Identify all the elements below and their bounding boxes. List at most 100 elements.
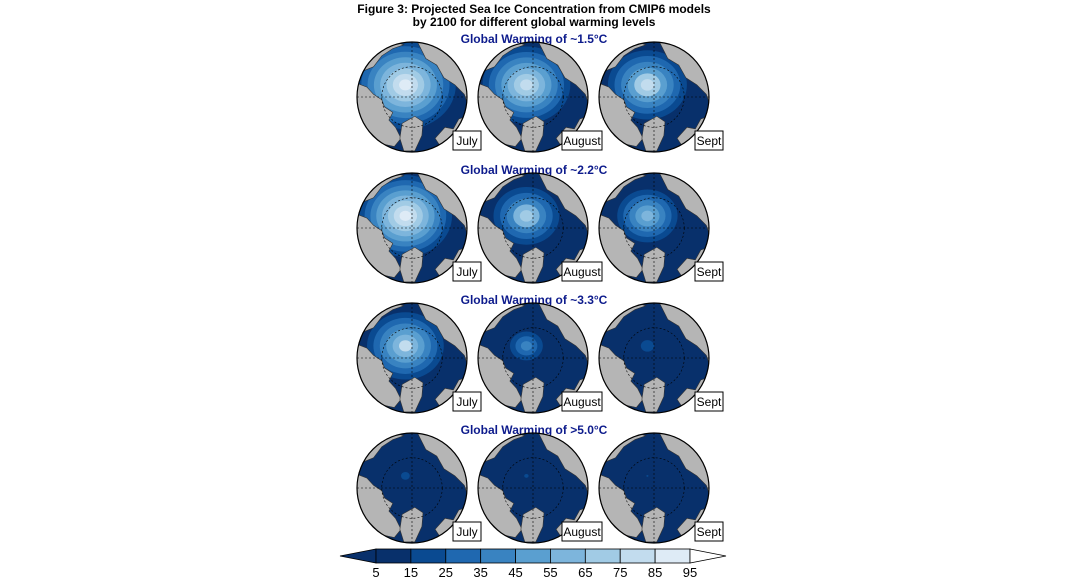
map-panel-1-2: August <box>477 41 603 153</box>
map-outline <box>356 41 468 153</box>
map-outline <box>477 432 589 544</box>
map-panel-4-2: August <box>477 432 603 544</box>
colorbar-tick-label: 35 <box>473 565 487 580</box>
month-label: Sept <box>697 395 722 409</box>
ice-band <box>399 79 412 91</box>
ice-band <box>520 79 533 91</box>
colorbar-extend-low <box>339 548 377 564</box>
land-mass <box>641 376 666 413</box>
row-title-1: Global Warming of ~1.5°C <box>460 32 608 46</box>
map-panel-3-2: August <box>477 302 603 414</box>
map-panel-2-2: August <box>477 172 603 284</box>
graticule-circle <box>623 66 685 128</box>
map-panel-4-3: Sept <box>598 432 724 544</box>
ice-band <box>640 340 654 352</box>
figure-title-line2: by 2100 for different global warming lev… <box>412 15 656 29</box>
land-mass <box>399 376 424 413</box>
ice-band <box>399 210 412 222</box>
month-label-box <box>694 391 724 412</box>
colorbar-tick-label: 65 <box>578 565 592 580</box>
land-mass <box>520 506 545 543</box>
map-panel-1-1: July <box>356 41 482 153</box>
month-label-box <box>452 261 482 282</box>
graticule-circle <box>623 327 685 389</box>
row-title-2: Global Warming of ~2.2°C <box>460 163 608 177</box>
month-label-box <box>452 130 482 151</box>
figure-title: Figure 3: Projected Sea Ice Concentratio… <box>0 3 1068 29</box>
month-label: Sept <box>697 525 722 539</box>
month-label-box <box>561 130 603 151</box>
month-label-box <box>561 521 603 542</box>
ice-band <box>398 340 412 352</box>
colorbar-box <box>410 548 447 564</box>
map-outline <box>477 41 589 153</box>
month-label-box <box>561 391 603 412</box>
colorbar-box <box>550 548 586 564</box>
land-mass <box>641 115 666 152</box>
colorbar-tick-label: 25 <box>439 565 453 580</box>
land-mass <box>399 115 424 152</box>
map-panel-3-3: Sept <box>598 302 724 414</box>
graticule-circle <box>381 66 443 128</box>
map-outline <box>356 302 468 414</box>
colorbar-tick-label: 85 <box>648 565 662 580</box>
graticule-circle <box>381 197 443 259</box>
row-title-4: Global Warming of >5.0°C <box>460 423 608 437</box>
graticule-circle <box>381 327 443 389</box>
month-label-box <box>452 521 482 542</box>
colorbar-box <box>619 548 656 564</box>
map-outline <box>598 302 710 414</box>
colorbar-tick-label: 45 <box>508 565 522 580</box>
month-label-box <box>452 391 482 412</box>
map-outline <box>598 172 710 284</box>
ice-band <box>524 473 529 478</box>
month-label-box <box>694 521 724 542</box>
month-label-box <box>561 261 603 282</box>
colorbar-box <box>480 548 516 564</box>
month-label: Sept <box>697 134 722 148</box>
map-panel-2-3: Sept <box>598 172 724 284</box>
map-outline <box>598 432 710 544</box>
land-mass <box>520 376 545 413</box>
colorbar-box <box>445 548 482 564</box>
map-panel-2-1: July <box>356 172 482 284</box>
ice-band <box>520 341 532 351</box>
graticule-circle <box>502 66 564 128</box>
colorbar-extend-high <box>689 548 727 564</box>
colorbar-tick-label: 15 <box>404 565 418 580</box>
colorbar-box <box>584 548 621 564</box>
land-mass <box>520 246 545 283</box>
land-mass <box>399 506 424 543</box>
map-outline <box>356 432 468 544</box>
ice-band <box>646 474 649 477</box>
colorbar-tick-label: 5 <box>372 565 379 580</box>
map-panel-1-3: Sept <box>598 41 724 153</box>
colorbar-box <box>375 548 412 564</box>
month-label: August <box>563 265 601 279</box>
colorbar: 5 15 25 35 45 55 65 75 85 95 <box>339 548 727 580</box>
map-outline <box>598 41 710 153</box>
map-panel-4-1: July <box>356 432 482 544</box>
map-outline <box>477 172 589 284</box>
graticule-circle <box>502 327 564 389</box>
colorbar-tick-label: 75 <box>613 565 627 580</box>
month-label: August <box>563 525 601 539</box>
row-title-3: Global Warming of ~3.3°C <box>460 293 608 307</box>
month-label: Sept <box>697 265 722 279</box>
colorbar-box <box>654 548 691 564</box>
month-label: July <box>456 395 477 409</box>
ice-band <box>519 210 533 222</box>
month-label: August <box>563 395 601 409</box>
colorbar-tick-label: 55 <box>543 565 557 580</box>
ice-band <box>640 79 654 91</box>
month-label: July <box>456 134 477 148</box>
month-label: August <box>563 134 601 148</box>
map-panel-3-1: July <box>356 302 482 414</box>
land-mass <box>641 506 666 543</box>
month-label: July <box>456 265 477 279</box>
ice-band <box>401 472 410 480</box>
colorbar-tick-label: 95 <box>683 565 697 580</box>
land-mass <box>399 246 424 283</box>
map-outline <box>356 172 468 284</box>
